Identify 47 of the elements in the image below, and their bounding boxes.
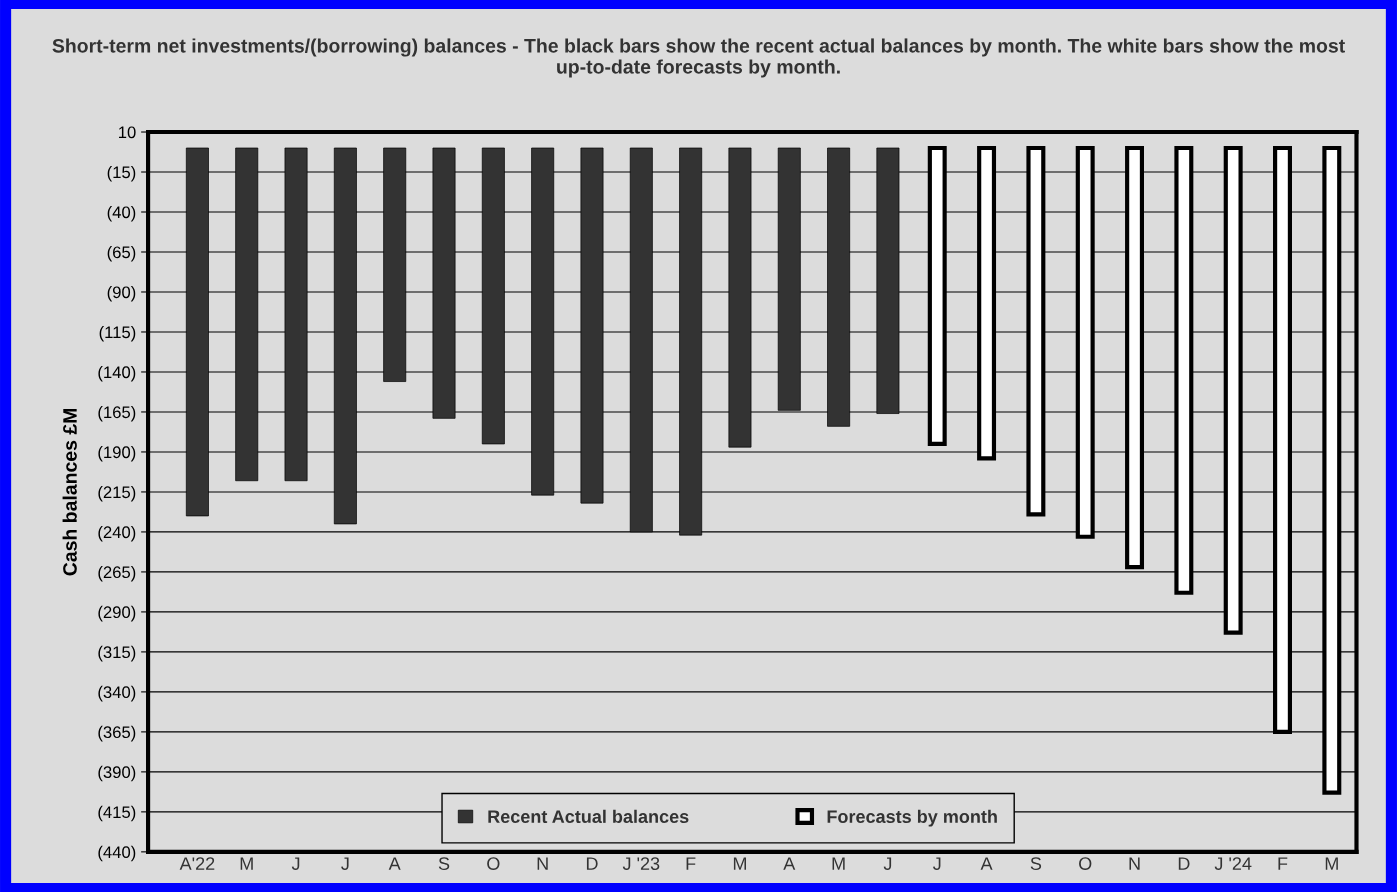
y-tick-label: (240) xyxy=(98,525,136,542)
y-tick-label: (40) xyxy=(107,205,136,222)
x-tick-label: F xyxy=(686,857,696,870)
y-tick-label: (165) xyxy=(98,405,136,422)
y-tick-label: (90) xyxy=(107,285,136,302)
y-tick-label: (215) xyxy=(98,485,136,502)
legend-label: Recent Actual balances xyxy=(488,809,689,824)
y-tick-label: (365) xyxy=(98,725,136,742)
x-tick-label: D xyxy=(586,857,598,870)
x-tick-label: J xyxy=(933,857,941,870)
x-tick-label: O xyxy=(1079,857,1092,870)
y-tick-label: (390) xyxy=(98,765,136,782)
x-tick-label: O xyxy=(487,857,500,870)
x-tick-label: F xyxy=(1278,857,1288,870)
y-tick-label: (340) xyxy=(98,685,136,702)
y-tick-label: (190) xyxy=(98,445,136,462)
x-tick-label: A xyxy=(980,857,993,870)
x-tick-label: D xyxy=(1178,857,1190,870)
legend-label: Forecasts by month xyxy=(827,809,997,827)
y-axis-title: Cash balances £M xyxy=(62,408,77,576)
y-tick-label: (140) xyxy=(98,365,136,382)
x-tick-label: M xyxy=(832,857,845,870)
x-tick-label: J xyxy=(883,857,892,870)
x-tick-label: J xyxy=(341,857,349,870)
chart-title: Short-term net investments/(borrowing) balances - The black bars show the recent actual balances by month. The white bars show the most up-to-date forecasts by month. xyxy=(52,38,1345,78)
y-tick-label: (290) xyxy=(98,605,136,622)
x-tick-label: N xyxy=(1129,857,1140,870)
y-tick-label: (315) xyxy=(98,645,136,662)
x-tick-label: S xyxy=(438,857,450,870)
y-tick-label: (440) xyxy=(98,845,136,862)
x-tick-label: J '23 xyxy=(622,857,660,870)
y-tick-label: 10 xyxy=(119,126,136,139)
x-tick-label: J '24 xyxy=(1214,857,1252,870)
y-tick-label: (115) xyxy=(99,325,136,342)
x-tick-label: A'22 xyxy=(179,857,215,870)
y-tick-label: (415) xyxy=(98,805,136,822)
x-tick-label: A xyxy=(783,857,796,870)
x-tick-label: S xyxy=(1030,857,1042,870)
y-tick-label: (15) xyxy=(107,165,136,182)
x-tick-label: M xyxy=(240,857,253,870)
x-tick-label: N xyxy=(537,857,548,870)
x-tick-label: J xyxy=(291,857,300,870)
x-tick-label: M xyxy=(733,857,746,870)
y-tick-label: (265) xyxy=(98,565,136,582)
y-tick-label: (65) xyxy=(107,245,136,262)
x-tick-label: A xyxy=(388,857,401,870)
x-tick-label: M xyxy=(1325,857,1338,870)
